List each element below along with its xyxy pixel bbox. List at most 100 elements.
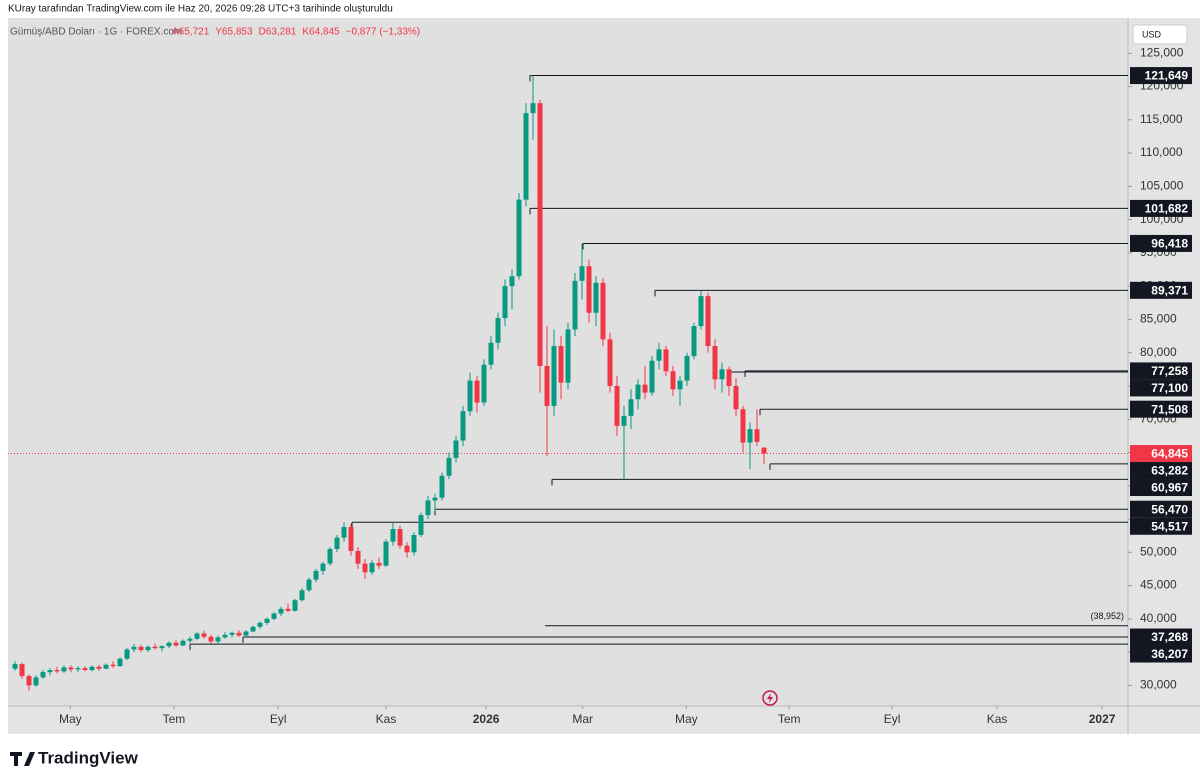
candle-body [229, 632, 235, 635]
price-box-label: 36,207 [1151, 647, 1188, 661]
y-tick-label: 125,000 [1140, 45, 1184, 59]
candle-body [649, 360, 655, 393]
price-box-label: 71,508 [1151, 402, 1188, 416]
candle-body [208, 636, 214, 642]
candle-body [544, 365, 550, 406]
x-tick-label: 2026 [473, 712, 500, 726]
candle-body [684, 356, 690, 381]
candle-body [103, 664, 109, 669]
candle-body [54, 670, 60, 672]
x-tick-label: Tem [163, 712, 186, 726]
x-tick-label: Mar [572, 712, 593, 726]
candle-body [467, 380, 473, 412]
candle-body [383, 541, 389, 566]
price-box-label: 89,371 [1151, 284, 1188, 298]
candle-body [761, 447, 767, 454]
candle-body [26, 676, 32, 686]
candle-body [12, 664, 18, 669]
candle-body [320, 563, 326, 571]
legend-value: D63,281 [259, 27, 297, 38]
candle-body [733, 385, 739, 410]
candle-body [348, 527, 354, 551]
candle-body [537, 103, 543, 366]
candle-body [355, 550, 361, 564]
price-box-label: 60,967 [1151, 481, 1188, 495]
candle-body [145, 646, 151, 651]
candle-body [327, 548, 333, 564]
candle-body [19, 664, 25, 677]
header: KUray tarafından TradingView.com ile Haz… [8, 4, 393, 15]
currency-box [1132, 24, 1188, 45]
candle-body [201, 633, 207, 637]
candle-body [481, 364, 487, 403]
candle-body [663, 349, 669, 372]
price-box-label: 37,268 [1151, 630, 1188, 644]
y-tick-label: 45,000 [1140, 578, 1177, 592]
candle-body [313, 570, 319, 580]
candle-body [33, 677, 39, 686]
price-box-label: 96,418 [1151, 237, 1188, 251]
legend-value: −0,877 (−1,33%) [346, 27, 421, 38]
y-tick-label: 115,000 [1140, 112, 1183, 126]
price-box [1130, 67, 1192, 85]
candle-body [530, 103, 536, 114]
candle-body [397, 529, 403, 546]
candle-body [124, 649, 130, 659]
price-box-label: 54,517 [1151, 519, 1188, 533]
candle-body [131, 646, 137, 650]
price-box [1130, 628, 1192, 646]
event-icon [762, 690, 778, 706]
candle-body [271, 613, 277, 619]
candle-body [180, 640, 186, 646]
x-tick-label: Kas [987, 712, 1008, 726]
candle-body [712, 346, 718, 380]
price-box [1130, 517, 1192, 535]
candle-body [292, 600, 298, 611]
price-box [1130, 234, 1192, 252]
candle-body [411, 534, 417, 553]
candle-body [278, 608, 284, 614]
legend: A65,721 Y65,853 D63,281 K64,845 −0,877 (−1,3… [172, 27, 420, 38]
price-box [1130, 645, 1192, 663]
candle-body [166, 642, 172, 647]
y-tick-label: 105,000 [1140, 179, 1184, 193]
x-tick-label: Tem [778, 712, 801, 726]
candle-body [516, 199, 522, 277]
candle-body [215, 637, 221, 642]
candle-body [110, 664, 116, 667]
candle-body [495, 318, 501, 343]
candle-body [607, 339, 613, 386]
candle-body [621, 415, 627, 426]
y-tick-label: 40,000 [1140, 611, 1177, 625]
candle-body [376, 562, 382, 566]
legend-value: K64,845 [302, 27, 340, 38]
candle-body [418, 515, 424, 535]
candle-body [369, 562, 375, 573]
candle-body [425, 500, 431, 516]
candle-body [341, 527, 347, 538]
candle-body [173, 642, 179, 646]
candle-body [159, 646, 165, 649]
candle-body [474, 380, 480, 403]
x-tick-label: May [59, 712, 82, 726]
candle-body [523, 113, 529, 200]
candle-body [47, 670, 53, 673]
candle-body [285, 608, 291, 611]
candle-body [194, 633, 200, 639]
legend-value: Y65,853 [215, 27, 253, 38]
candle-body [404, 545, 410, 553]
candle-body [509, 276, 515, 287]
candle-body [635, 384, 641, 400]
x-tick-label: May [675, 712, 698, 726]
candle-body [593, 282, 599, 313]
candle-body [670, 371, 676, 390]
candle-body [250, 626, 256, 632]
candle-body [362, 563, 368, 573]
candle-body [677, 380, 683, 390]
x-tick-label: Eyl [270, 712, 287, 726]
candle-body [579, 266, 585, 281]
candle-body [89, 666, 95, 671]
price-box [1130, 379, 1192, 397]
price-box [1130, 199, 1192, 217]
